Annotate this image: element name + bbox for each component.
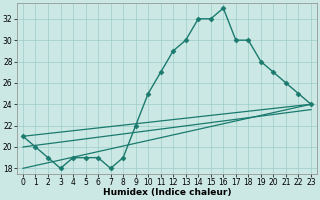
X-axis label: Humidex (Indice chaleur): Humidex (Indice chaleur) xyxy=(103,188,231,197)
